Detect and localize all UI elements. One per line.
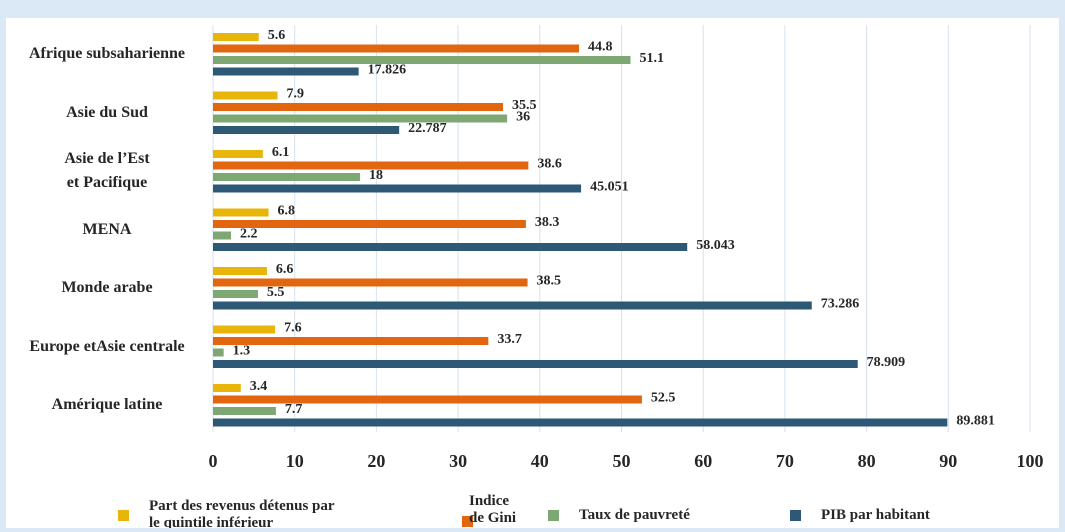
legend-label: PIB par habitant — [821, 506, 930, 523]
legend-swatch — [790, 509, 801, 521]
x-tick-label: 60 — [694, 451, 712, 471]
data-label: 2.2 — [240, 227, 258, 242]
category-label: MENA — [82, 220, 132, 238]
x-tick-label: 20 — [367, 451, 385, 471]
legend-item: Part des revenus détenus par le quintile… — [118, 498, 335, 531]
legend-label: Taux de pauvreté — [579, 506, 690, 523]
bar — [213, 348, 224, 357]
data-label: 38.6 — [537, 157, 562, 172]
bar — [213, 173, 361, 181]
data-label: 35.5 — [512, 98, 537, 113]
data-label: 38.3 — [535, 215, 560, 230]
bar — [213, 301, 812, 310]
data-label: 7.6 — [284, 321, 302, 336]
bar — [213, 384, 241, 392]
data-label: 52.5 — [651, 391, 676, 406]
bar — [213, 337, 489, 345]
data-label: 5.5 — [267, 285, 285, 300]
data-label: 89.881 — [956, 414, 995, 429]
bar — [213, 44, 580, 53]
legend-label: Indice de Gini — [469, 493, 517, 526]
bar — [213, 161, 529, 170]
bar — [213, 395, 642, 404]
bar — [213, 208, 269, 217]
bar — [213, 126, 400, 134]
x-tick-label: 100 — [1017, 451, 1044, 471]
data-label: 7.9 — [287, 87, 305, 102]
data-label: 1.3 — [233, 344, 251, 359]
bar — [213, 103, 504, 111]
legend-item: PIB par habitant — [790, 498, 930, 528]
bar — [213, 33, 259, 41]
data-label: 45.051 — [590, 180, 629, 195]
bar — [213, 220, 526, 228]
x-tick-label: 30 — [449, 451, 467, 471]
bar — [213, 184, 582, 193]
data-label: 36 — [516, 110, 530, 125]
category-label: Afrique subsaharienne — [28, 45, 186, 63]
category-label: Europe etAsie centrale — [29, 337, 185, 355]
x-tick-label: 40 — [531, 451, 549, 471]
category-label: Monde arabe — [61, 279, 153, 297]
bar — [213, 278, 528, 287]
category-label: Amérique latine — [51, 396, 163, 414]
legend-swatch — [462, 516, 473, 527]
bar — [213, 56, 631, 64]
bar — [213, 360, 858, 368]
bar — [213, 325, 276, 334]
data-label: 6.1 — [272, 145, 290, 160]
x-tick-label: 70 — [776, 451, 794, 471]
data-label: 73.286 — [821, 297, 860, 312]
legend-item: Taux de pauvreté — [548, 498, 690, 528]
data-label: 78.909 — [867, 355, 906, 370]
x-tick-label: 80 — [858, 451, 876, 471]
bar — [213, 114, 508, 123]
bar — [213, 91, 278, 100]
bar — [213, 267, 267, 275]
legend-item: Indice de Gini — [462, 493, 517, 528]
bar — [213, 231, 231, 240]
x-tick-label: 10 — [286, 451, 304, 471]
bar — [213, 67, 359, 76]
legend-label: Part des revenus détenus par le quintile… — [149, 498, 335, 531]
data-label: 33.7 — [497, 332, 521, 347]
data-label: 7.7 — [285, 402, 303, 417]
x-tick-label: 50 — [613, 451, 631, 471]
legend-swatch — [548, 509, 559, 521]
data-label: 6.8 — [278, 204, 296, 219]
data-label: 44.8 — [588, 40, 613, 55]
bar — [213, 418, 948, 427]
x-tick-label: 0 — [209, 451, 218, 471]
bar — [213, 290, 258, 298]
data-label: 51.1 — [639, 51, 664, 66]
category-label: Asie du Sud — [66, 103, 148, 121]
data-label: 6.6 — [276, 262, 294, 277]
data-label: 3.4 — [250, 379, 268, 394]
data-label: 22.787 — [408, 121, 447, 136]
category-label: Asie de l’Est et Pacifique — [64, 150, 150, 192]
bar — [213, 150, 263, 158]
data-label: 58.043 — [696, 238, 735, 253]
bar — [213, 243, 688, 251]
data-label: 38.5 — [537, 274, 562, 289]
data-label: 5.6 — [268, 28, 286, 43]
legend-swatch — [118, 509, 129, 521]
data-label: 18 — [369, 168, 383, 183]
x-tick-label: 90 — [939, 451, 957, 471]
data-label: 17.826 — [368, 63, 407, 78]
bar — [213, 407, 276, 415]
